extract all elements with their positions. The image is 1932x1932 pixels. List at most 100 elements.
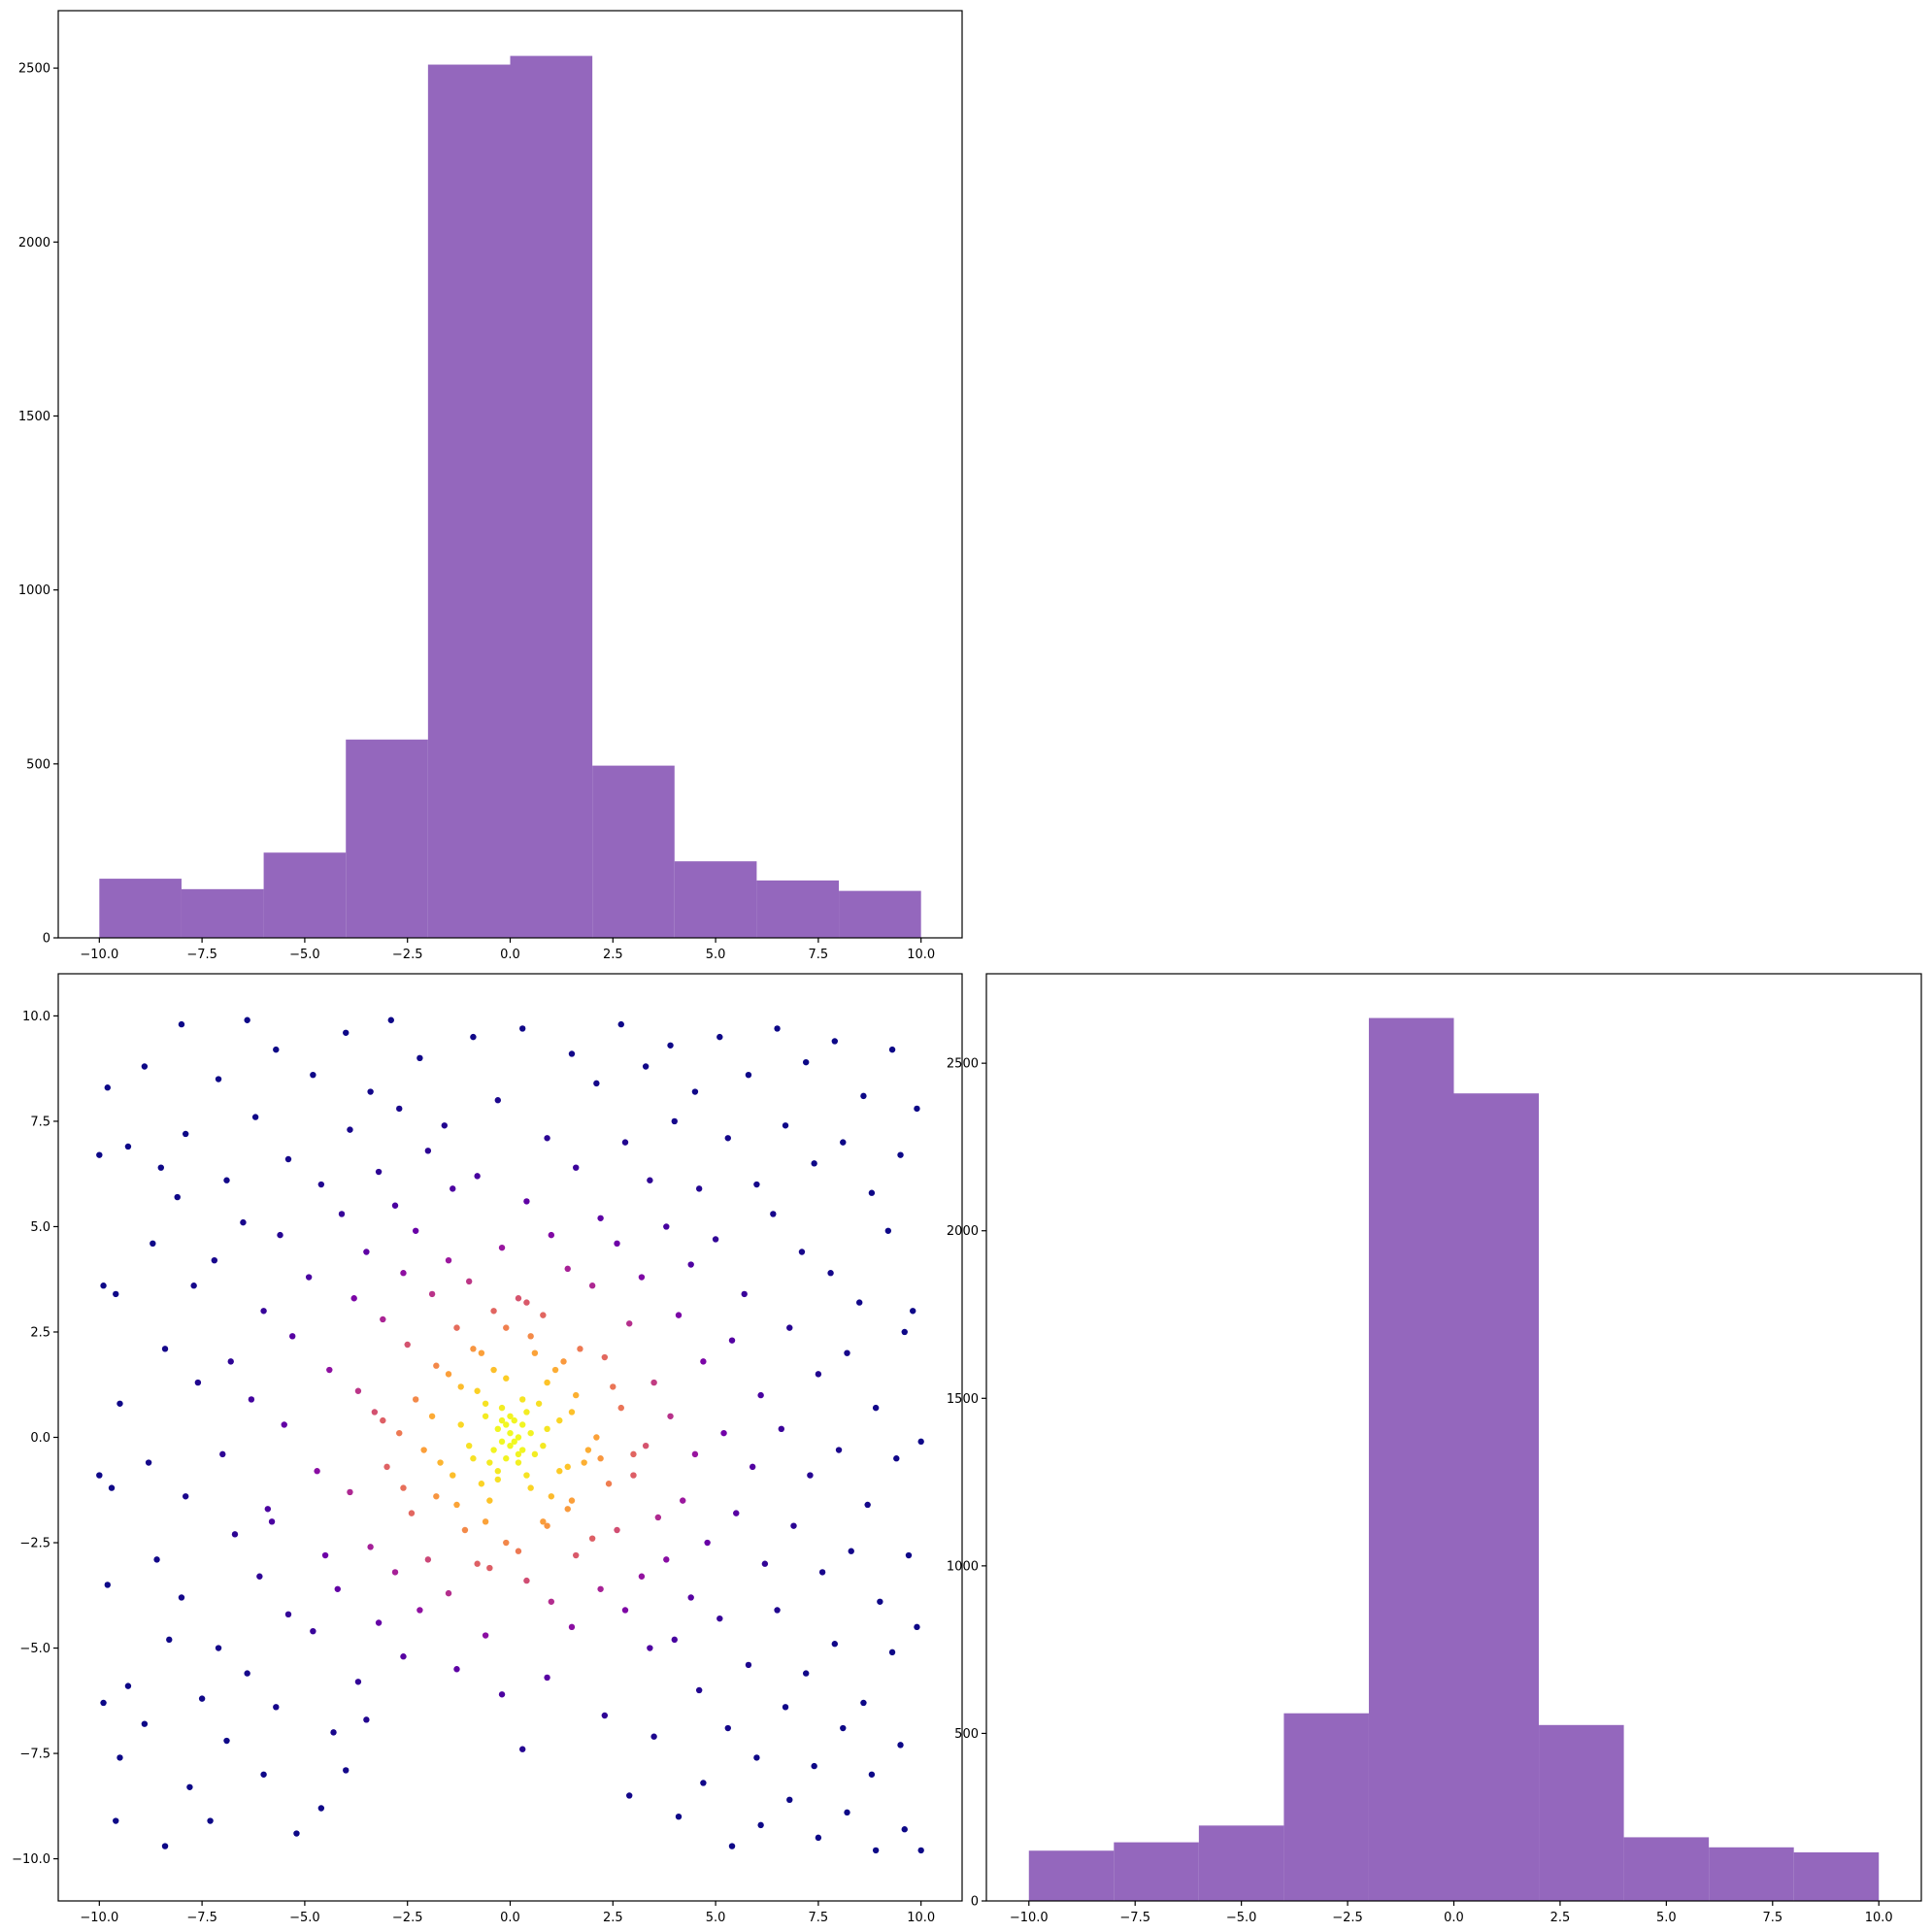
scatter-point (704, 1539, 711, 1547)
scatter-point (433, 1362, 440, 1369)
scatter-point (515, 1450, 522, 1458)
scatter-point (527, 1429, 534, 1437)
scatter-point (593, 1434, 600, 1441)
scatter-point (268, 1518, 276, 1525)
scatter-point (240, 1218, 247, 1226)
scatter-point (786, 1796, 793, 1804)
scatter-point (490, 1447, 497, 1453)
scatter-point (408, 1510, 416, 1516)
scatter-point (273, 1704, 280, 1711)
scatter-points (96, 1016, 924, 1854)
scatter-point (614, 1526, 620, 1534)
histogram-bottom-right-ytick-label: 500 (954, 1727, 979, 1742)
scatter-point (380, 1416, 386, 1424)
scatter-point (441, 1122, 448, 1129)
scatter-point (153, 1556, 160, 1563)
scatter-point (531, 1349, 539, 1356)
histogram-bottom-right-bars (1028, 1017, 1880, 1901)
scatter-point (864, 1501, 871, 1509)
scatter-point (551, 1366, 559, 1374)
scatter-point (482, 1400, 489, 1407)
scatter-point (621, 1139, 629, 1146)
scatter-point (638, 1573, 646, 1580)
scatter-point (515, 1434, 522, 1441)
scatter-point (367, 1088, 374, 1095)
scatter-point (815, 1371, 822, 1378)
scatter-point (474, 1387, 481, 1394)
scatter-point (511, 1438, 517, 1446)
scatter-point (515, 1295, 522, 1302)
scatter-xtick-label: 5.0 (706, 1911, 726, 1925)
scatter-xtick-label: 0.0 (500, 1911, 520, 1925)
scatter-point (778, 1425, 784, 1433)
scatter-point (383, 1463, 390, 1471)
scatter-ytick-label: 0.0 (30, 1431, 50, 1446)
scatter-frame (57, 973, 963, 1902)
scatter-point (745, 1071, 752, 1079)
scatter-point (281, 1421, 287, 1428)
scatter-point (453, 1666, 460, 1673)
scatter-point (568, 1409, 576, 1416)
scatter-point (770, 1211, 777, 1217)
scatter-point (391, 1569, 399, 1576)
scatter-point (124, 1682, 132, 1689)
histogram-bottom-right-xtick-label: 2.5 (1550, 1911, 1571, 1925)
scatter-point (498, 1416, 506, 1424)
scatter-point (815, 1834, 822, 1842)
scatter-point (523, 1577, 530, 1584)
scatter-point (518, 1447, 526, 1453)
histogram-bottom-right-frame (985, 973, 1922, 1902)
scatter-point (605, 1481, 613, 1487)
scatter-point (174, 1193, 181, 1201)
scatter-point (831, 1038, 839, 1045)
scatter-point (691, 1088, 699, 1095)
scatter-point (544, 1522, 550, 1529)
scatter-point (486, 1497, 493, 1504)
scatter-point (614, 1240, 620, 1248)
scatter-point (831, 1641, 839, 1648)
scatter-point (264, 1506, 272, 1513)
scatter-point (888, 1046, 896, 1053)
scatter-point (317, 1181, 325, 1188)
histogram-bottom-right-xtick-label: −7.5 (1119, 1911, 1150, 1925)
scatter-point (166, 1636, 173, 1644)
scatter-point (284, 1611, 292, 1618)
scatter-point (540, 1518, 547, 1525)
scatter-point (917, 1847, 924, 1854)
scatter-point (244, 1016, 250, 1023)
scatter-point (535, 1400, 543, 1407)
scatter-point (223, 1177, 230, 1183)
scatter-point (548, 1493, 555, 1500)
histogram-top-left-xtick-label: −2.5 (392, 948, 423, 962)
scatter-point (724, 1135, 731, 1142)
scatter-ytick-label: −7.5 (19, 1748, 50, 1762)
scatter-point (498, 1244, 506, 1251)
scatter-point (811, 1762, 817, 1770)
scatter-point (515, 1548, 522, 1554)
scatter-point (416, 1607, 423, 1614)
scatter-point (835, 1447, 843, 1453)
scatter-point (461, 1526, 469, 1534)
scatter-point (412, 1396, 419, 1403)
scatter-point (256, 1573, 263, 1580)
scatter-point (642, 1063, 650, 1070)
scatter-point (465, 1278, 473, 1285)
scatter-point (757, 1821, 764, 1829)
scatter-point (901, 1826, 908, 1833)
scatter-point (161, 1346, 169, 1352)
histogram-bottom-right-ytick-label: 1000 (947, 1559, 979, 1574)
scatter-point (141, 1063, 149, 1070)
scatter-point (100, 1282, 107, 1289)
histogram-bottom-right-xtick-label: −5.0 (1226, 1911, 1257, 1925)
scatter-point (190, 1282, 197, 1289)
histogram-bottom-right-xtick-label: −2.5 (1332, 1911, 1363, 1925)
scatter-point (544, 1425, 550, 1433)
histogram-bottom-right-xtick-label: 7.5 (1762, 1911, 1782, 1925)
histogram-bar (181, 888, 264, 938)
scatter-point (523, 1409, 530, 1416)
scatter-point (396, 1105, 403, 1113)
scatter-point (654, 1514, 662, 1521)
histogram-bar (674, 861, 757, 938)
scatter-point (404, 1341, 411, 1349)
scatter-point (511, 1416, 517, 1424)
